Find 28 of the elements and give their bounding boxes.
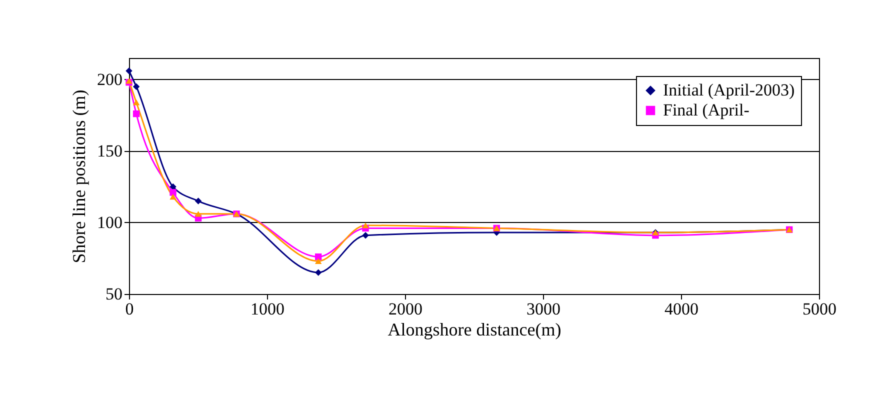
x-tick-label: 2000	[388, 300, 422, 318]
x-tick-label: 4000	[664, 300, 698, 318]
y-axis-title: Shore line positions (m)	[69, 90, 89, 264]
x-axis-title: Alongshore distance(m)	[388, 320, 562, 340]
point	[362, 222, 369, 228]
legend-label: Final (April-	[663, 100, 750, 120]
point	[170, 189, 176, 196]
point	[194, 211, 202, 217]
x-tick-label: 0	[125, 300, 134, 318]
point	[132, 110, 140, 118]
x-tick-label: 5000	[802, 300, 836, 318]
legend-label: Initial (April-2003)	[663, 80, 795, 100]
point	[314, 253, 322, 260]
point	[314, 258, 322, 264]
point	[132, 83, 140, 90]
point	[126, 68, 132, 74]
y-tick-label: 50	[106, 284, 122, 304]
y-tick-label: 100	[97, 212, 122, 232]
point	[132, 99, 140, 106]
point	[314, 269, 322, 276]
point	[362, 232, 369, 239]
point	[170, 194, 176, 200]
point	[194, 198, 202, 204]
x-tick-label: 1000	[250, 300, 284, 318]
y-tick-label: 200	[97, 70, 122, 89]
y-tick-label: 150	[97, 141, 122, 160]
point	[170, 183, 176, 190]
x-tick-label: 3000	[526, 300, 560, 318]
